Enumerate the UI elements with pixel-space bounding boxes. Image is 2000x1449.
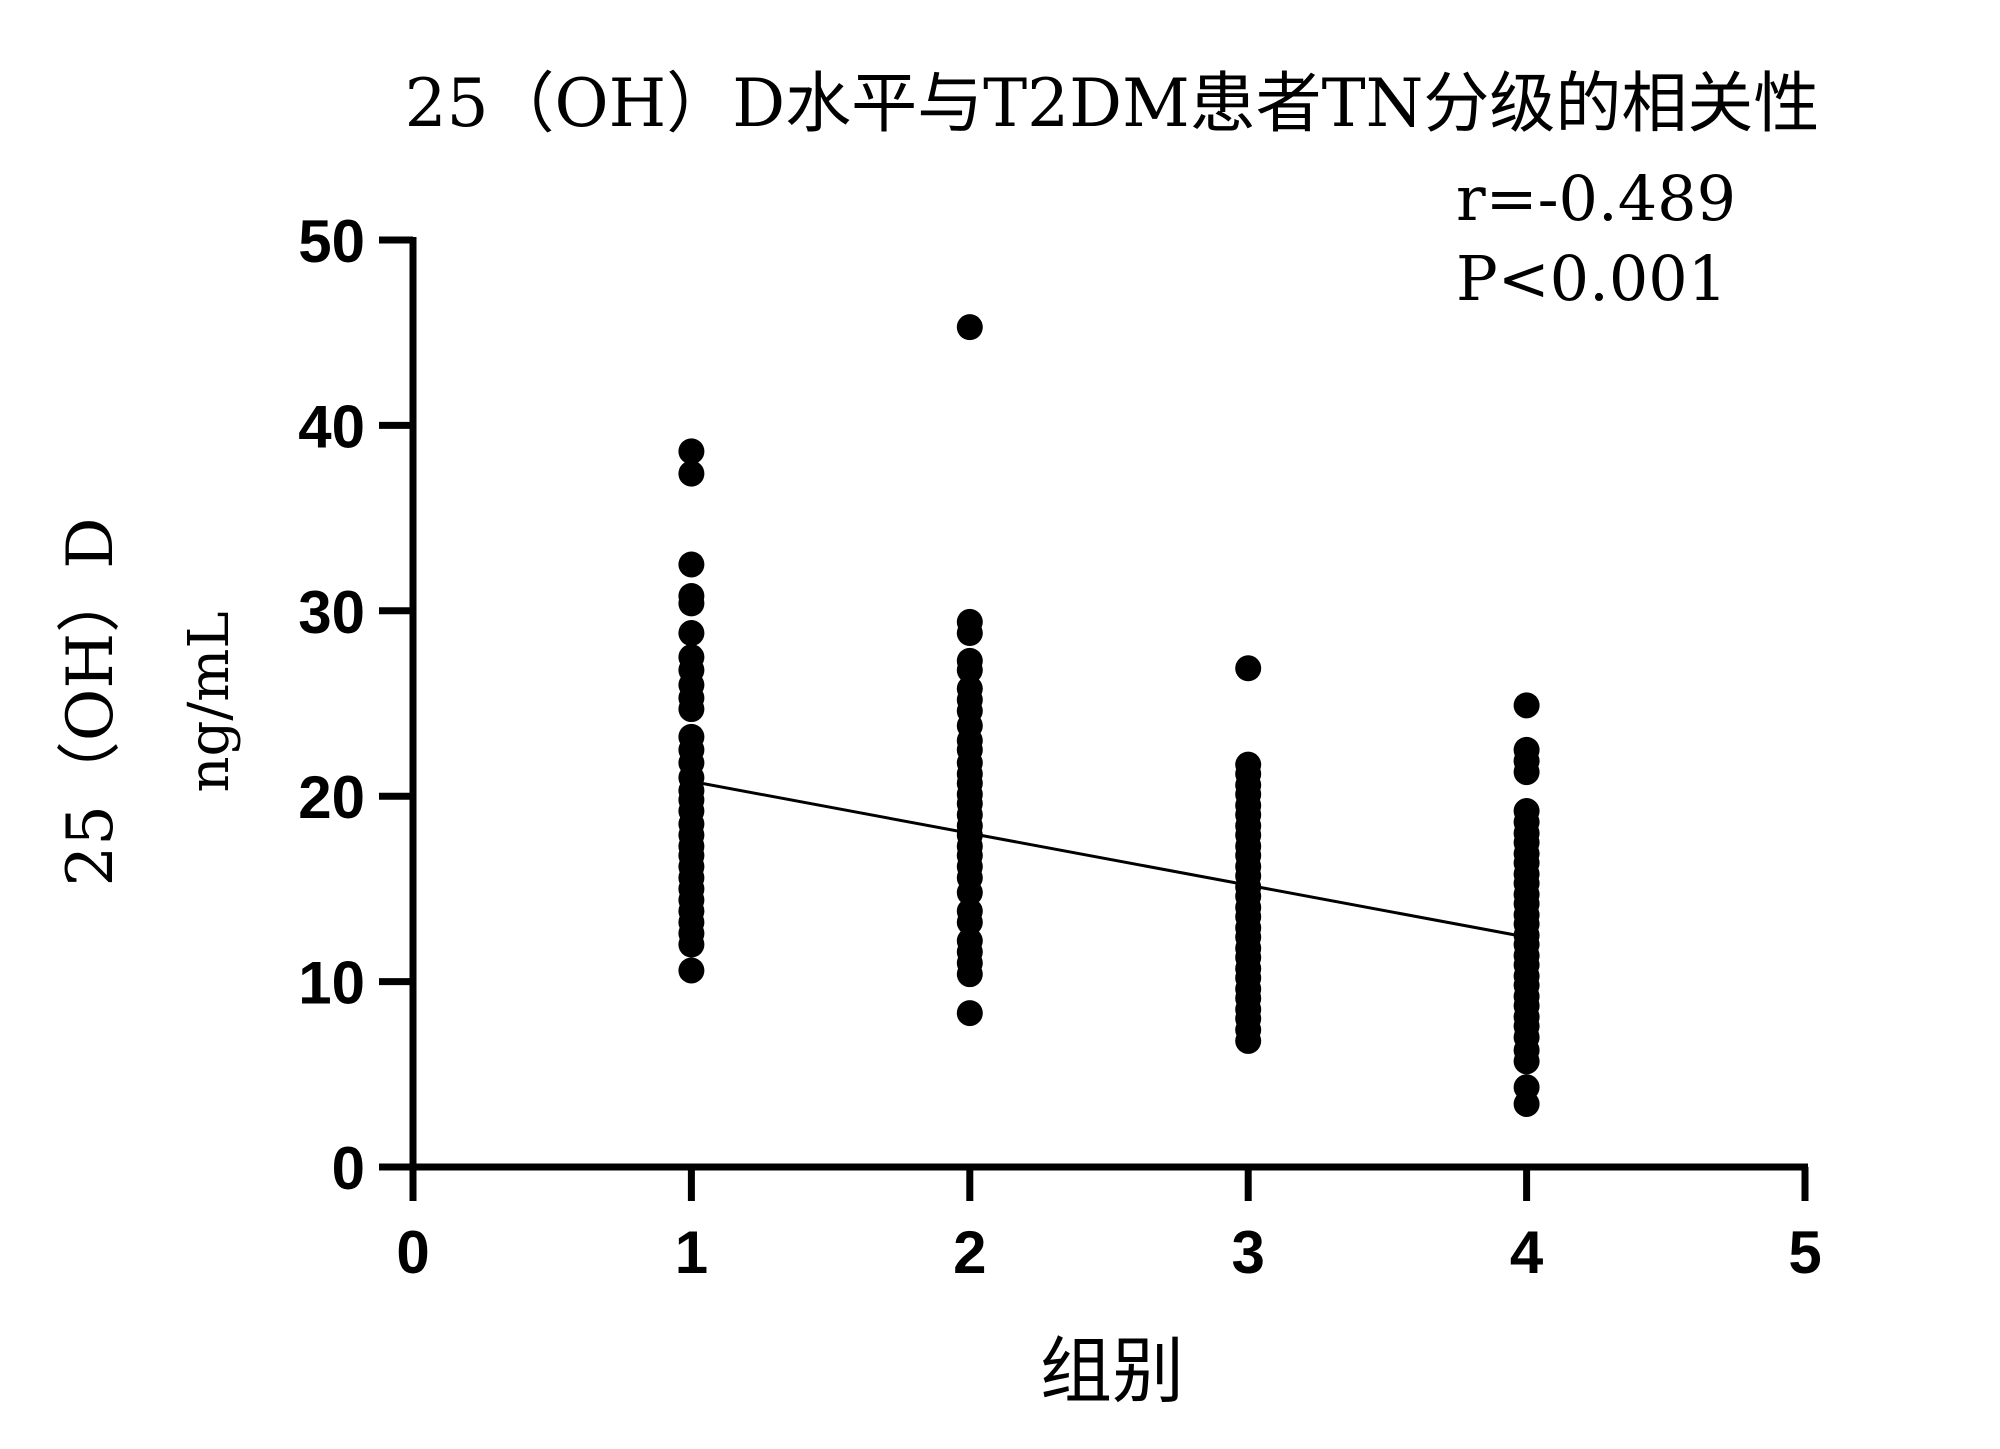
x-tick-label: 3 xyxy=(1232,1219,1265,1286)
x-tick-label: 0 xyxy=(396,1219,429,1286)
data-point xyxy=(678,460,705,487)
data-point xyxy=(678,590,705,617)
y-tick-label: 30 xyxy=(298,579,365,646)
y-tick-label: 40 xyxy=(298,393,365,460)
points-layer xyxy=(678,314,1540,1117)
data-point xyxy=(678,438,705,465)
x-tick-label: 4 xyxy=(1510,1219,1544,1286)
data-point xyxy=(678,957,705,984)
x-axis-title: 组别 xyxy=(1040,1329,1184,1413)
data-point xyxy=(1235,655,1262,682)
chart-title: 25（OH）D水平与T2DM患者TN分级的相关性 xyxy=(405,65,1820,142)
p-annotation: P<0.001 xyxy=(1456,242,1727,315)
data-point xyxy=(1513,1048,1540,1075)
axes: 0 10 20 30 40 50 0 1 2 3 4 5 xyxy=(298,208,1821,1286)
y-axis-title-line1: 25（OH）D xyxy=(54,517,128,886)
data-point xyxy=(1235,1027,1262,1054)
data-point xyxy=(678,620,705,647)
r-annotation: r=-0.489 xyxy=(1456,162,1736,235)
data-point xyxy=(678,551,705,578)
y-axis-title-line2: ng/mL xyxy=(177,611,242,792)
data-point xyxy=(678,696,705,723)
data-point xyxy=(956,1000,983,1027)
data-point xyxy=(956,879,983,906)
y-axis-title: 25（OH）D ng/mL xyxy=(54,517,242,886)
data-point xyxy=(678,931,705,958)
y-tick-label: 50 xyxy=(298,208,365,275)
data-point xyxy=(1513,1090,1540,1117)
data-point xyxy=(1513,692,1540,719)
y-tick-label: 20 xyxy=(298,764,365,831)
y-tick-label: 10 xyxy=(298,950,365,1017)
data-point xyxy=(956,620,983,647)
x-tick-label: 1 xyxy=(675,1219,708,1286)
x-tick-label: 5 xyxy=(1788,1219,1821,1286)
data-point xyxy=(1513,759,1540,786)
data-point xyxy=(956,657,983,684)
x-tick-label: 2 xyxy=(953,1219,986,1286)
regression-line xyxy=(691,779,1527,939)
regression-layer xyxy=(691,779,1527,939)
data-point xyxy=(956,909,983,936)
data-point xyxy=(956,961,983,988)
y-tick-label: 0 xyxy=(332,1135,365,1202)
data-point xyxy=(956,314,983,341)
